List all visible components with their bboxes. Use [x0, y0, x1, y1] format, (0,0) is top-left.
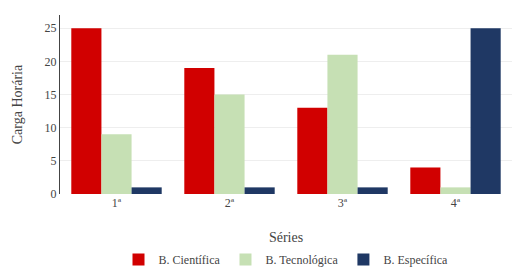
svg-text:5: 5: [51, 154, 57, 168]
svg-text:0: 0: [51, 187, 57, 201]
svg-text:3ª: 3ª: [338, 196, 348, 210]
svg-text:B. Tecnológica: B. Tecnológica: [265, 253, 338, 267]
svg-text:20: 20: [45, 55, 57, 69]
svg-text:2ª: 2ª: [225, 196, 235, 210]
svg-text:10: 10: [45, 121, 57, 135]
svg-text:15: 15: [45, 88, 57, 102]
svg-text:Carga Horária: Carga Horária: [10, 64, 25, 144]
svg-text:25: 25: [45, 21, 57, 35]
svg-text:Séries: Séries: [269, 230, 303, 245]
svg-text:B. Específica: B. Específica: [383, 253, 448, 267]
svg-text:1ª: 1ª: [112, 196, 122, 210]
svg-text:4ª: 4ª: [451, 196, 461, 210]
svg-text:B. Científica: B. Científica: [159, 253, 221, 267]
